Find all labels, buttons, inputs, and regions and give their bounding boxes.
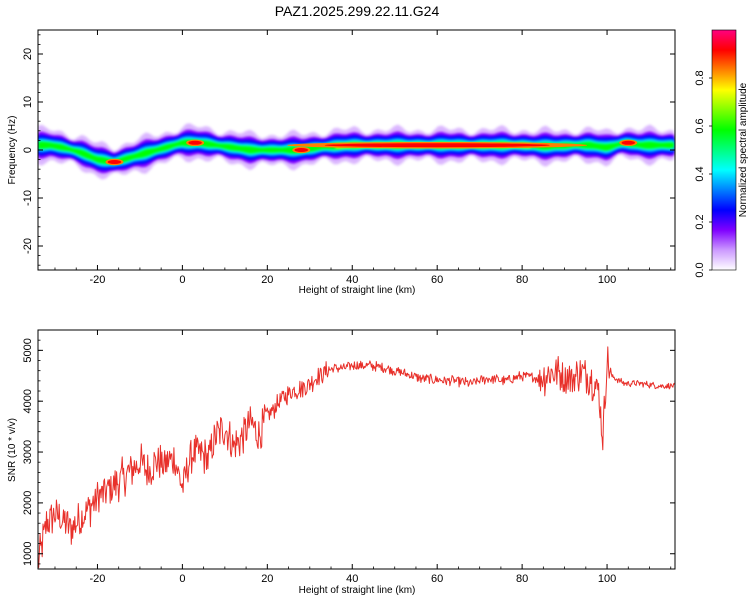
colorbar-ticks: 0.0 0.2 0.4 0.6 0.8 [694,70,712,278]
figure-title: PAZ1.2025.299.22.11.G24 [275,3,440,19]
snr-ytick-label: 2000 [22,491,34,515]
snr-series-line [38,346,675,568]
snr-ticks: -20 0 20 40 60 80 100 1000 2000 3000 4000 5000 [22,329,675,585]
snr-xtick-label: 20 [261,573,273,585]
spectrogram-xtick-label: 0 [179,274,185,286]
spectrogram-ylabel: Frequency (Hz) [7,116,18,185]
spectrogram-xtick-label: 100 [598,274,616,286]
spectrogram-ytick-label: -10 [22,190,34,206]
snr-xtick-label: 60 [431,573,443,585]
spectrogram-peak-core [324,143,550,148]
spectrogram-panel: -20 0 20 40 60 80 100 -20 -10 0 10 20 Height of str… [7,29,676,296]
snr-xtick-label: 40 [346,573,358,585]
spectrogram-xtick-label: 40 [346,274,358,286]
spectrogram-ytick-label: 0 [22,147,34,153]
spectrogram-peak-core [294,148,309,152]
spectrogram-xtick-label: 80 [516,274,528,286]
snr-xtick-label: -20 [90,573,106,585]
snr-frame [37,329,676,570]
spectrogram-ytick-label: 20 [22,48,34,60]
spectrogram-ytick-label: -20 [22,238,34,254]
snr-xtick-label: 80 [516,573,528,585]
snr-ytick-label: 5000 [22,338,34,362]
spectrogram-xtick-label: -20 [90,274,106,286]
spectrogram-ridge [38,123,674,180]
spectrogram-peak-core [107,160,122,164]
spectrogram-ytick-label: 10 [22,96,34,108]
spectrogram-peak-core [621,140,636,145]
snr-ytick-label: 4000 [22,389,34,413]
colorbar: 0.0 0.2 0.4 0.6 0.8 Normalized spectral ampl… [694,29,749,278]
colorbar-tick-label: 0.0 [694,262,706,277]
snr-ytick-label: 1000 [22,542,34,566]
spectrogram-ticks: -20 0 20 40 60 80 100 -20 -10 0 10 20 [22,30,675,286]
snr-ytick-label: 3000 [22,440,34,464]
spectrogram-xtick-label: 60 [431,274,443,286]
snr-xtick-label: 100 [598,573,616,585]
snr-xlabel: Height of straight line (km) [299,585,416,596]
spectrogram-peak-core [188,140,202,145]
colorbar-gradient [712,30,736,270]
spectrogram-xtick-label: 20 [261,274,273,286]
snr-panel: -20 0 20 40 60 80 100 1000 2000 3000 4000 5000 Heig… [7,329,676,596]
colorbar-frame [711,29,737,271]
snr-xtick-label: 0 [179,573,185,585]
colorbar-tick-label: 0.2 [694,214,706,229]
spectrogram-xlabel: Height of straight line (km) [299,285,416,296]
colorbar-tick-label: 0.6 [694,118,706,133]
colorbar-label: Normalized spectral amplitude [738,82,749,217]
snr-ylabel: SNR (10 * v/v) [7,418,18,482]
colorbar-tick-label: 0.4 [694,166,706,181]
colorbar-tick-label: 0.8 [694,70,706,85]
